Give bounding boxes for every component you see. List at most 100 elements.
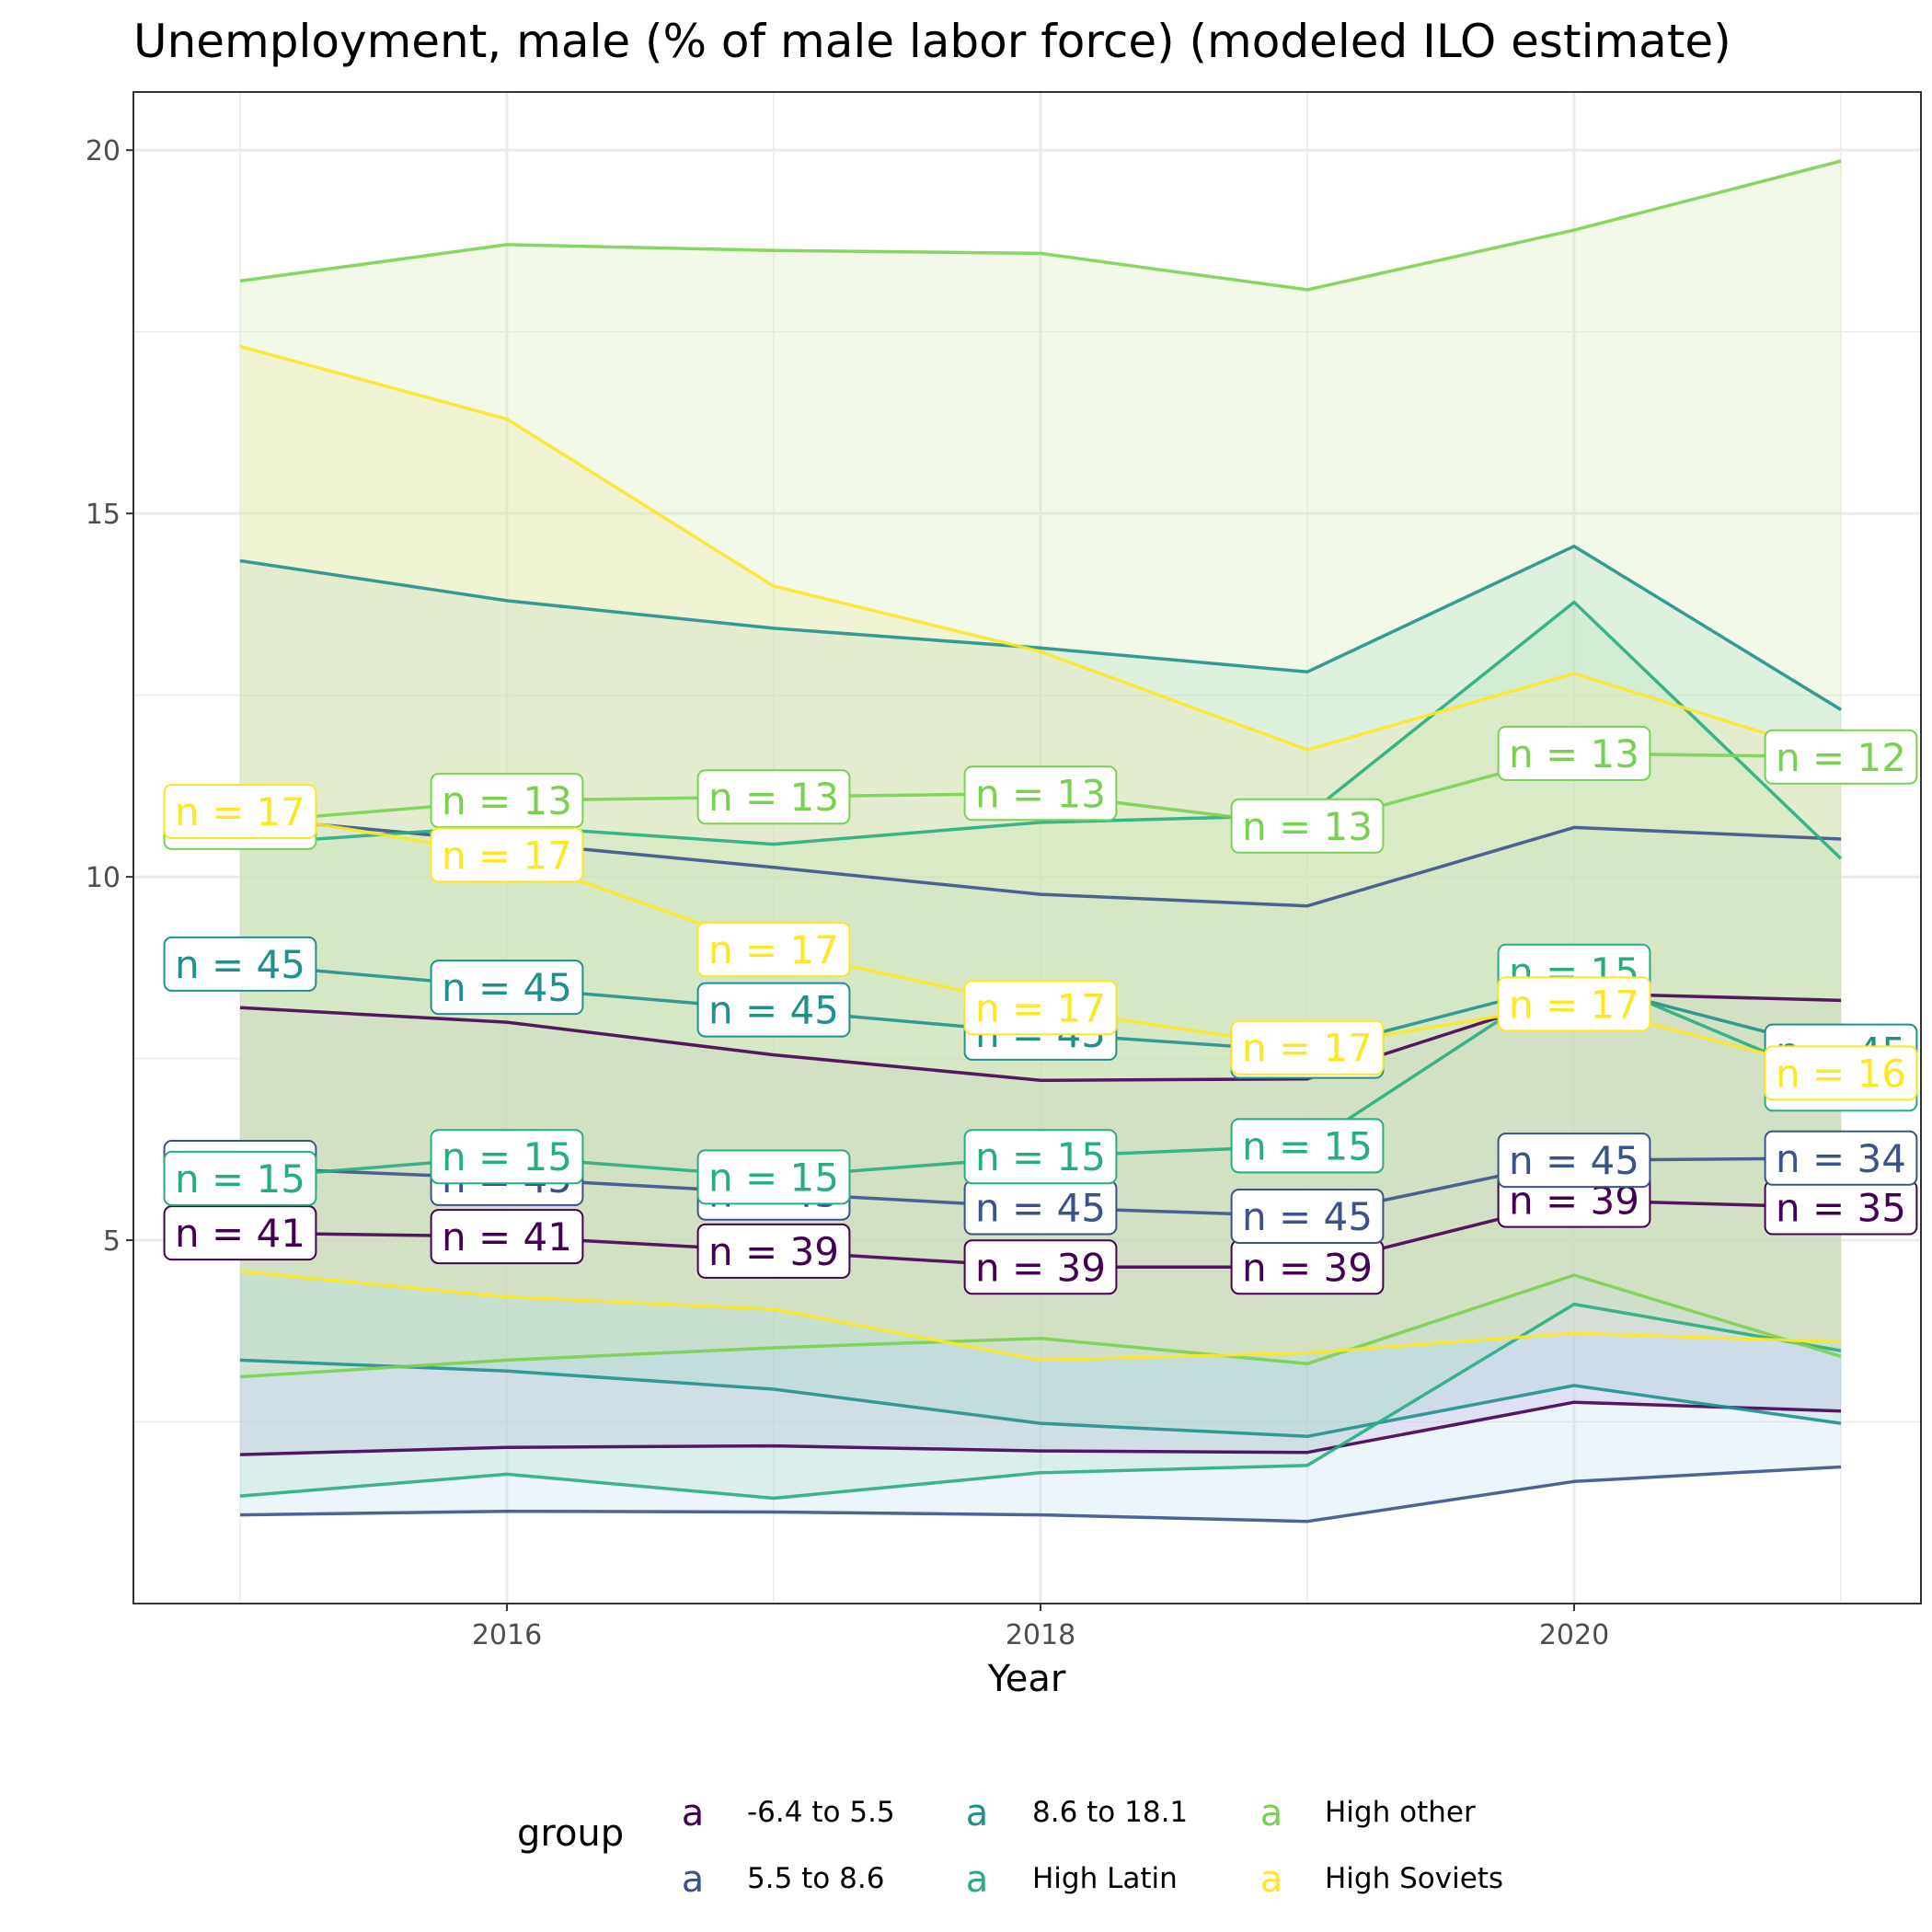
n-label-high-other: n = 13	[963, 765, 1118, 822]
n-label-5.5-to-8.6: n = 45	[963, 1179, 1118, 1236]
n-label-text: n = 17	[975, 985, 1106, 1030]
n-label-text: n = 13	[975, 771, 1106, 816]
n-label-text: n = 15	[975, 1134, 1106, 1179]
n-label-text: n = 13	[442, 778, 572, 823]
n-label-high-soviets: n = 17	[963, 980, 1118, 1036]
n-label-high-latin: n = 15	[1230, 1118, 1385, 1174]
n-label-box	[1764, 1045, 1918, 1101]
n-label-text: n = 15	[708, 1155, 839, 1200]
x-axis-title: Year	[987, 1658, 1066, 1700]
n-label-text: n = 45	[1509, 1138, 1639, 1183]
n-label-text: n = 39	[1242, 1245, 1373, 1290]
n-label-text: n = 41	[175, 1211, 305, 1256]
legend: group a -6.4 to 5.5 a 5.5 to 8.6 a 8.6 to 18.…	[517, 1792, 1503, 1901]
legend-item--6.4-to-5.5: a -6.4 to 5.5	[682, 1792, 895, 1834]
n-label-5.5-to-8.6: n = 34	[1764, 1130, 1918, 1186]
n-label-high-soviets: n = 17	[696, 922, 851, 978]
n-label-high-other: n = 13	[430, 773, 584, 829]
n-label-high-soviets: n = 17	[163, 784, 317, 840]
legend-key: a	[966, 1792, 989, 1834]
n-label-high-soviets: n = 16	[1764, 1045, 1918, 1101]
n-label-text: n = 15	[175, 1156, 305, 1202]
n-label-box	[1230, 1188, 1385, 1244]
n-label-box	[1497, 725, 1651, 781]
series-line-8.6-to-18.1-lower	[239, 1358, 1842, 1439]
legend-item-5.5-to-8.6: a 5.5 to 8.6	[682, 1858, 885, 1901]
n-label-text: n = 17	[175, 789, 305, 834]
legend-label: High Soviets	[1325, 1862, 1503, 1895]
chart-title: Unemployment, male (% of male labor forc…	[133, 15, 1731, 68]
legend-label: 5.5 to 8.6	[747, 1862, 884, 1895]
n-label--6.4-to-5.5: n = 39	[963, 1239, 1118, 1295]
n-label-text: n = 13	[1242, 804, 1373, 849]
n-label-text: n = 45	[708, 988, 839, 1033]
n-label-box	[696, 769, 851, 825]
n-label-8.6-to-18.1: n = 45	[163, 936, 317, 992]
n-label-text: n = 45	[1242, 1194, 1373, 1239]
n-label-high-soviets: n = 17	[1230, 1019, 1385, 1075]
n-label-box	[430, 773, 584, 829]
n-label-box	[963, 765, 1118, 822]
n-label-text: n = 34	[1776, 1136, 1906, 1181]
series-line-high-soviets-lower	[239, 1270, 1842, 1363]
axis-layer: 5 10 15 20 2016 2018 2020	[86, 135, 1609, 1651]
series-line-high-other-lower	[239, 1273, 1842, 1379]
n-label--6.4-to-5.5: n = 35	[1764, 1179, 1918, 1236]
legend-key: a	[682, 1858, 705, 1901]
n-label-text: n = 45	[975, 1186, 1106, 1231]
y-tick-label: 20	[86, 135, 121, 167]
n-label-text: n = 13	[1509, 731, 1639, 776]
ribbon-high-soviets	[240, 346, 1841, 1361]
n-label-box	[1230, 798, 1385, 854]
n-label-high-soviets: n = 17	[430, 827, 584, 883]
n-label-high-soviets: n = 17	[1497, 976, 1651, 1032]
legend-label: 8.6 to 18.1	[1032, 1796, 1188, 1829]
series-line-8.6-to-18.1-band-upper	[239, 544, 1842, 711]
n-label-text: n = 17	[442, 833, 572, 878]
legend-key: a	[1260, 1792, 1283, 1834]
legend-key: a	[966, 1858, 989, 1901]
n-label-box	[163, 936, 317, 992]
n-label--6.4-to-5.5: n = 41	[430, 1209, 584, 1265]
legend-label: High Latin	[1032, 1862, 1178, 1895]
n-label-box	[1230, 1118, 1385, 1174]
n-label-box	[1497, 1133, 1651, 1189]
series-line-high-other-band-upper	[239, 159, 1842, 292]
legend-label: High other	[1325, 1796, 1476, 1829]
n-label-box	[1764, 729, 1918, 785]
n-label--6.4-to-5.5: n = 39	[696, 1223, 851, 1279]
n-label-high-latin: n = 15	[963, 1129, 1118, 1185]
n-label-box	[1764, 1130, 1918, 1186]
n-label-high-other: n = 13	[1230, 798, 1385, 854]
n-label-5.5-to-8.6: n = 45	[1497, 1133, 1651, 1189]
n-label-text: n = 17	[1242, 1026, 1373, 1071]
legend-item-high-latin: a High Latin	[966, 1858, 1178, 1901]
n-label-text: n = 45	[442, 965, 572, 1010]
n-label-box	[696, 1149, 851, 1205]
n-label-box	[696, 922, 851, 978]
y-tick-label: 10	[86, 862, 121, 894]
n-label-5.5-to-8.6: n = 45	[1230, 1188, 1385, 1244]
legend-item-8.6-to-18.1: a 8.6 to 18.1	[966, 1792, 1188, 1834]
n-label-high-latin: n = 15	[430, 1129, 584, 1185]
n-label-high-other: n = 13	[696, 769, 851, 825]
x-tick-label: 2018	[1006, 1619, 1075, 1651]
n-label-text: n = 17	[708, 927, 839, 972]
n-label-box	[696, 1223, 851, 1279]
n-label--6.4-to-5.5: n = 39	[1230, 1239, 1385, 1295]
n-label-box	[163, 784, 317, 840]
n-label-text: n = 13	[708, 775, 839, 820]
x-tick-label: 2016	[472, 1619, 542, 1651]
n-label-text: n = 15	[1242, 1123, 1373, 1168]
n-label-box	[430, 1209, 584, 1265]
n-label-high-latin: n = 15	[696, 1149, 851, 1205]
legend-label: -6.4 to 5.5	[747, 1796, 895, 1829]
n-label-box	[430, 960, 584, 1016]
n-label-high-other: n = 12	[1764, 729, 1918, 785]
n-label-box	[963, 980, 1118, 1036]
n-label-box	[696, 982, 851, 1038]
n-label-8.6-to-18.1: n = 45	[430, 960, 584, 1016]
n-label-text: n = 15	[442, 1134, 572, 1179]
